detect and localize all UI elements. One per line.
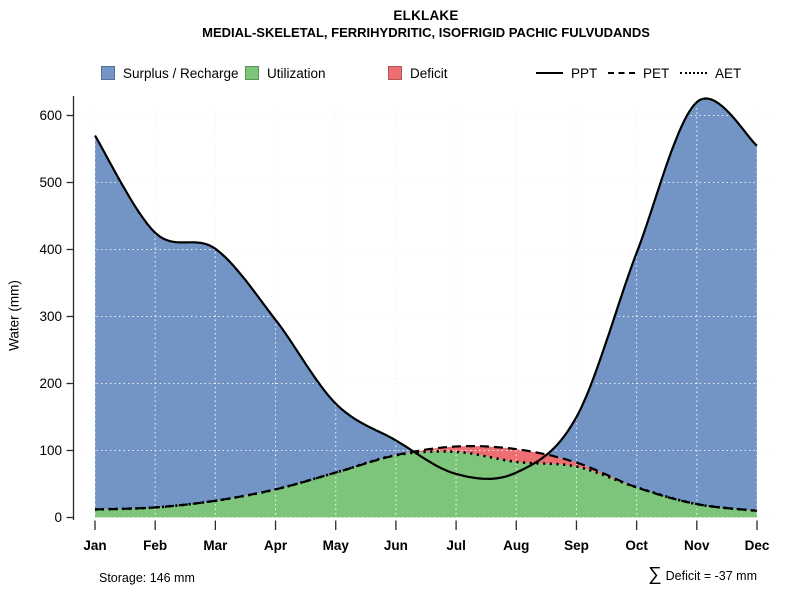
surplus-area	[95, 135, 414, 510]
x-tick-label: Nov	[684, 538, 710, 553]
x-tick-label: Mar	[203, 538, 228, 553]
legend-item-aet: AET	[680, 63, 741, 83]
surplus-area	[548, 98, 757, 511]
dotted-line-icon	[680, 72, 707, 74]
x-tick-label: May	[323, 538, 350, 553]
page-subtitle: MEDIAL-SKELETAL, FERRIHYDRITIC, ISOFRIGI…	[202, 25, 650, 40]
y-tick-label: 600	[39, 108, 62, 123]
x-tick-label: Dec	[745, 538, 770, 553]
legend-item-surplus: Surplus / Recharge	[101, 63, 239, 83]
x-tick-label: Jun	[384, 538, 408, 553]
y-tick-label: 0	[54, 510, 62, 525]
legend-label-utilization: Utilization	[267, 65, 326, 81]
legend-label-ppt: PPT	[571, 65, 598, 81]
x-tick-label: Feb	[143, 538, 167, 553]
sigma-icon: ∑	[648, 564, 662, 585]
y-axis-label: Water (mm)	[6, 280, 22, 351]
utilization-swatch-icon	[245, 66, 259, 80]
legend-label-aet: AET	[715, 65, 742, 81]
utilization-area	[95, 451, 757, 518]
deficit-annotation: ∑ Deficit = -37 mm	[648, 564, 757, 586]
surplus-swatch-icon	[101, 66, 115, 80]
x-tick-label: Apr	[264, 538, 288, 553]
legend-label-deficit: Deficit	[410, 65, 448, 81]
deficit-annotation-text: Deficit = -37 mm	[665, 569, 757, 583]
x-tick-label: Sep	[564, 538, 589, 553]
dashed-line-icon	[608, 72, 635, 74]
x-tick-label: Jan	[83, 538, 106, 553]
ppt-curve	[94, 97, 758, 480]
deficit-swatch-icon	[388, 66, 402, 80]
y-tick-label: 100	[39, 443, 62, 458]
x-tick-label: Jul	[446, 538, 466, 553]
solid-line-icon	[536, 72, 563, 74]
legend-label-pet: PET	[643, 65, 670, 81]
legend-item-deficit: Deficit	[388, 63, 448, 83]
y-tick-label: 500	[39, 175, 62, 190]
x-tick-label: Aug	[503, 538, 529, 553]
y-tick-label: 300	[39, 309, 62, 324]
legend-item-pet: PET	[608, 63, 669, 83]
x-tick-label: Oct	[625, 538, 648, 553]
pet-curve	[94, 445, 758, 512]
y-tick-label: 200	[39, 376, 62, 391]
legend-label-surplus: Surplus / Recharge	[123, 65, 239, 81]
legend-item-ppt: PPT	[536, 63, 597, 83]
y-tick-label: 400	[39, 242, 62, 257]
storage-annotation: Storage: 146 mm	[99, 571, 195, 585]
legend-item-utilization: Utilization	[245, 63, 326, 83]
page-title: ELKLAKE	[393, 8, 459, 23]
